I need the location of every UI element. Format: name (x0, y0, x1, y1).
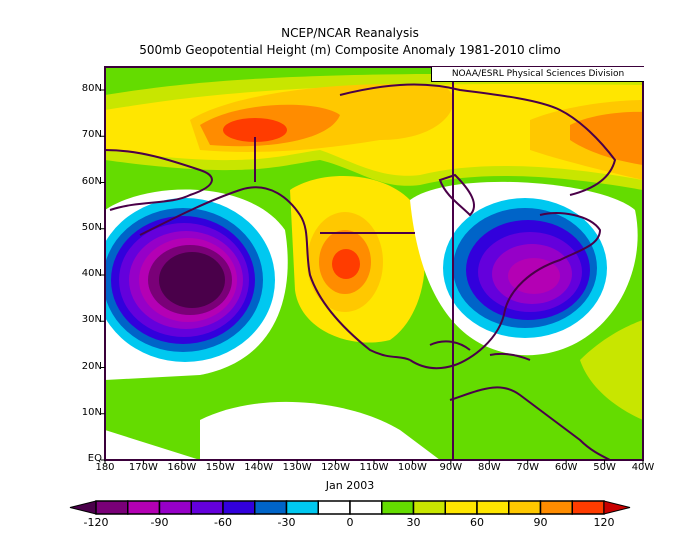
colorbar-swatch (158, 500, 192, 515)
lon-label: 110W (359, 462, 389, 473)
colorbar-swatch (571, 500, 605, 515)
lat-label: 60N (81, 175, 102, 187)
colorbar (69, 500, 631, 515)
colorbar-label: -30 (277, 516, 296, 529)
lon-label: 120W (321, 462, 351, 473)
lon-label: 160W (167, 462, 197, 473)
figure-subtitle: 500mb Geopotential Height (m) Composite … (139, 43, 561, 57)
colorbar-swatch (349, 500, 383, 515)
lon-label: 80W (477, 462, 501, 473)
colorbar-swatch (190, 500, 224, 515)
colorbar-swatch (539, 500, 573, 515)
colorbar-swatch (254, 500, 288, 515)
period-label: Jan 2003 (325, 479, 375, 492)
lon-label: 60W (554, 462, 578, 473)
colorbar-arrow-low (69, 500, 97, 515)
lon-label: 140W (244, 462, 274, 473)
anomaly-field (105, 67, 643, 460)
lon-label: 70W (516, 462, 540, 473)
colorbar-swatch (412, 500, 446, 515)
colorbar-label: -60 (214, 516, 232, 529)
figure-title: NCEP/NCAR Reanalysis (281, 26, 419, 40)
colorbar-label: -90 (150, 516, 169, 529)
credit-label: NOAA/ESRL Physical Sciences Division (431, 67, 644, 82)
lon-label: 170W (128, 462, 158, 473)
lat-label: 10N (81, 406, 102, 418)
coastlines (105, 67, 617, 460)
lat-label: 20N (81, 360, 102, 372)
colorbar-swatch (222, 500, 256, 515)
atlantic-low (443, 198, 607, 338)
colorbar-label: 30 (406, 516, 421, 529)
lon-label: 50W (593, 462, 616, 473)
colorbar-swatch (127, 500, 161, 515)
colorbar-swatch (317, 500, 351, 515)
colorbar-swatch (476, 500, 510, 515)
colorbar-label: 60 (470, 516, 484, 529)
colorbar-label: 0 (346, 516, 354, 529)
lat-label: 40N (81, 268, 102, 279)
lat-label: 70N (81, 129, 102, 141)
lat-label: EQ (87, 453, 102, 464)
colorbar-swatch (508, 500, 542, 515)
lon-label: 150W (205, 462, 235, 473)
lon-label: 40W (631, 462, 655, 473)
lon-label: 180 (95, 462, 115, 473)
colorbar-swatch (285, 500, 319, 515)
lat-label: 30N (81, 314, 102, 326)
lon-label: 100W (397, 462, 427, 473)
colorbar-arrow-high (603, 500, 631, 515)
lat-label: 50N (81, 221, 102, 233)
lon-label: 130W (282, 462, 312, 473)
lat-label: 80N (81, 83, 102, 94)
pacific-low (105, 198, 275, 362)
colorbar-swatch (381, 500, 415, 515)
colorbar-swatch (444, 500, 478, 515)
colorbar-swatch (95, 500, 129, 515)
colorbar-label: 90 (533, 516, 548, 529)
lon-label: 90W (439, 462, 463, 473)
colorbar-label: -120 (83, 516, 109, 529)
colorbar-label: 120 (593, 516, 615, 529)
